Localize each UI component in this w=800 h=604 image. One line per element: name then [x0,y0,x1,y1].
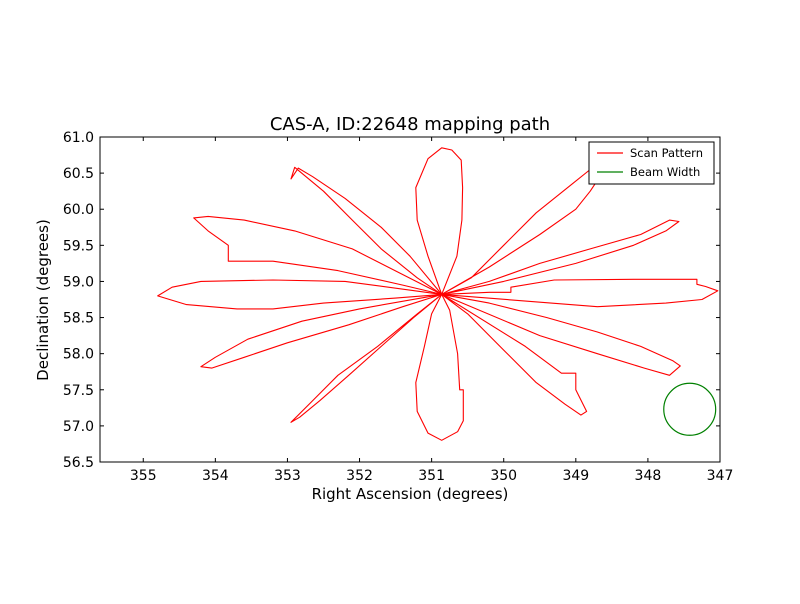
x-tick-label: 355 [130,468,157,484]
x-tick-label: 354 [202,468,229,484]
y-tick-label: 60.5 [63,166,94,182]
x-axis-ticks: 355 354 353 352 351 350 349 348 347 [130,137,733,484]
y-axis-ticks: 56.5 57.0 57.5 58.0 58.5 59.0 59.5 60.0 60.5 61.0 [63,130,720,471]
plot-area [99,136,721,463]
y-tick-label: 58.0 [63,347,94,363]
series-layer [157,147,719,441]
scan-pattern-petal-7 [415,294,464,441]
y-tick-label: 58.5 [63,311,94,327]
x-tick-label: 352 [346,468,373,484]
y-tick-label: 56.5 [63,455,94,471]
chart-title: CAS-A, ID:22648 mapping path [270,114,550,135]
y-axis-label: Declination (degrees) [34,219,52,381]
plot-frame [99,136,721,463]
legend-label-beam-width: Beam Width [630,165,700,179]
x-tick-label: 351 [418,468,445,484]
scan-pattern-petal-5 [441,293,681,376]
scan-pattern-petal-1 [415,147,464,295]
x-tick-label: 349 [562,468,589,484]
scan-pattern-petal-10 [157,279,442,310]
scan-pattern-petal-6 [441,293,588,416]
y-tick-label: 57.5 [63,383,94,399]
scan-pattern-petal-11 [193,215,442,295]
scan-pattern-petal-8 [290,293,443,423]
scan-pattern-petal-4 [441,278,719,308]
legend-label-scan-pattern: Scan Pattern [630,146,703,160]
x-tick-label: 347 [707,468,734,484]
y-tick-label: 57.0 [63,419,94,435]
beam-width-circle [663,382,717,436]
y-tick-label: 61.0 [63,130,94,146]
x-axis-label: Right Ascension (degrees) [312,485,509,503]
scan-pattern-petal-12 [290,166,443,295]
legend-box [588,141,715,185]
y-tick-label: 59.5 [63,238,94,254]
y-tick-label: 60.0 [63,202,94,218]
x-tick-label: 353 [274,468,301,484]
legend: Scan Pattern Beam Width [588,141,715,185]
x-tick-label: 350 [490,468,517,484]
scan-pattern-petal-3 [441,219,680,295]
x-tick-label: 348 [635,468,662,484]
y-tick-label: 59.0 [63,274,94,290]
scan-pattern-petal-9 [200,293,442,369]
